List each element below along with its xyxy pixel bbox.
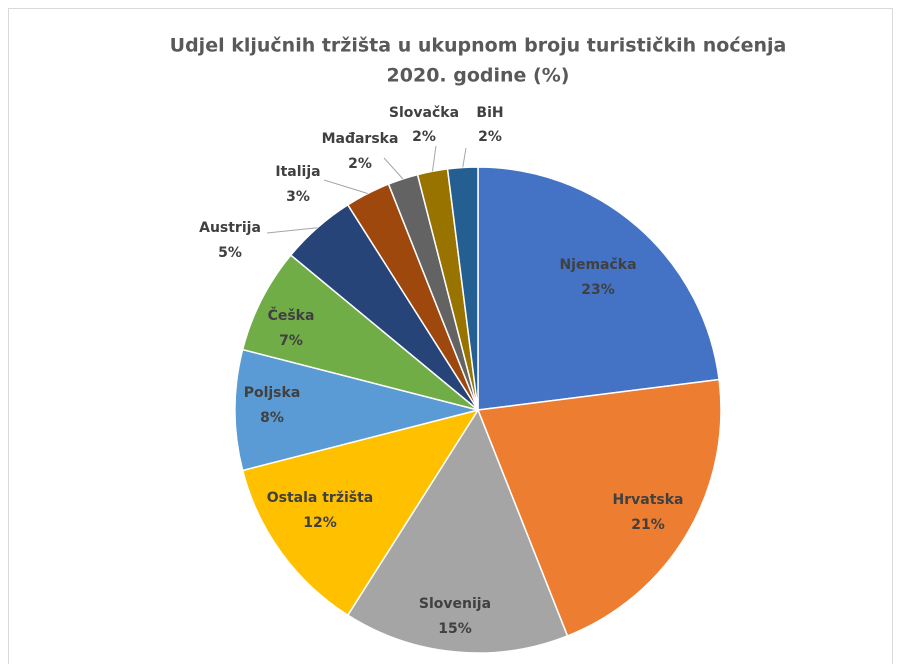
pie-slice bbox=[241, 408, 480, 617]
data-label-value: 3% bbox=[286, 189, 310, 205]
data-label-name: Mađarska bbox=[322, 131, 399, 147]
leader-line bbox=[462, 147, 467, 168]
data-label-value: 2% bbox=[348, 156, 372, 172]
data-label-name: BiH bbox=[476, 105, 503, 121]
pie-slice bbox=[241, 254, 479, 411]
chart-title: 2020. godine (%) bbox=[387, 65, 570, 87]
pie-slice bbox=[346, 408, 569, 654]
data-label-name: Hrvatska bbox=[613, 492, 684, 508]
data-label-name: Ostala tržišta bbox=[267, 490, 374, 506]
leader-line bbox=[431, 145, 437, 172]
data-label-name: Poljska bbox=[244, 385, 301, 401]
data-label-name: Slovačka bbox=[389, 105, 459, 121]
pie-slice bbox=[234, 348, 479, 472]
data-label-name: Slovenija bbox=[419, 596, 491, 612]
data-label-value: 2% bbox=[478, 129, 502, 145]
data-label-value: 21% bbox=[631, 517, 665, 533]
data-label-name: Italija bbox=[275, 164, 320, 180]
data-label-value: 5% bbox=[218, 245, 242, 261]
data-label-value: 23% bbox=[581, 282, 615, 298]
data-label-value: 7% bbox=[279, 333, 303, 349]
chart-title: Udjel ključnih tržišta u ukupnom broju t… bbox=[170, 35, 787, 57]
pie-slice bbox=[477, 166, 720, 411]
data-label-value: 2% bbox=[412, 129, 436, 145]
data-label-name: Njemačka bbox=[559, 257, 636, 273]
leader-line bbox=[323, 179, 368, 194]
data-label-value: 15% bbox=[438, 621, 472, 637]
leader-line bbox=[266, 227, 318, 234]
data-label-name: Češka bbox=[268, 306, 315, 324]
leader-line bbox=[383, 157, 404, 180]
data-label-value: 8% bbox=[260, 410, 284, 426]
data-label-name: Austrija bbox=[199, 220, 261, 236]
data-label-value: 12% bbox=[303, 515, 337, 531]
pie-slice bbox=[476, 378, 722, 637]
